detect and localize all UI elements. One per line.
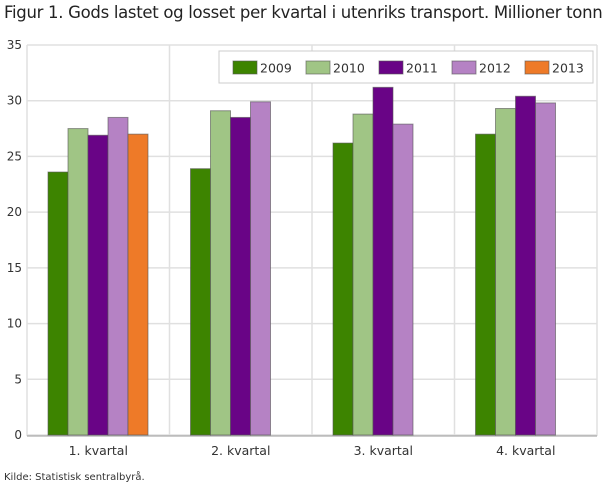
bar-2010 bbox=[495, 108, 516, 436]
bar-2012 bbox=[250, 101, 271, 436]
bar-2009 bbox=[47, 171, 69, 436]
bar-2010 bbox=[352, 113, 374, 436]
y-tick-label: 15 bbox=[7, 261, 22, 275]
x-tick-label: 2. kvartal bbox=[211, 443, 270, 458]
legend-label: 2011 bbox=[406, 61, 438, 76]
legend-swatch-2011 bbox=[378, 60, 404, 75]
bar-2009 bbox=[190, 168, 211, 436]
legend-label: 2010 bbox=[333, 61, 365, 76]
bar-2011 bbox=[515, 95, 536, 436]
chart-title: Figur 1. Gods lastet og losset per kvart… bbox=[4, 3, 603, 22]
bar-2013 bbox=[127, 133, 149, 436]
legend-swatch-2013 bbox=[524, 60, 550, 75]
x-tick-label: 1. kvartal bbox=[69, 443, 128, 458]
legend-swatch-2010 bbox=[305, 60, 331, 75]
x-tick-label: 4. kvartal bbox=[496, 443, 555, 458]
bar-2011 bbox=[87, 134, 109, 436]
legend-label: 2013 bbox=[552, 61, 584, 76]
legend-swatch-2009 bbox=[232, 60, 258, 75]
source-note: Kilde: Statistisk sentralbyrå. bbox=[4, 472, 145, 483]
bar-2011 bbox=[372, 86, 394, 436]
y-tick-label: 25 bbox=[7, 149, 22, 163]
bar-2012 bbox=[535, 102, 556, 436]
legend-swatch-2012 bbox=[451, 60, 477, 75]
x-tick-label: 3. kvartal bbox=[354, 443, 413, 458]
legend-label: 2009 bbox=[260, 61, 292, 76]
legend-label: 2012 bbox=[479, 61, 511, 76]
bar-2012 bbox=[392, 123, 414, 436]
bar-2010 bbox=[210, 110, 231, 436]
y-tick-label: 35 bbox=[7, 38, 22, 52]
bar-2009 bbox=[332, 142, 354, 436]
y-tick-label: 5 bbox=[14, 372, 22, 386]
bar-2010 bbox=[67, 128, 89, 436]
y-tick-label: 0 bbox=[14, 428, 22, 442]
bar-2011 bbox=[230, 116, 251, 436]
y-tick-label: 20 bbox=[7, 205, 22, 219]
y-tick-label: 10 bbox=[7, 317, 22, 331]
bar-2012 bbox=[107, 116, 129, 436]
bar-2009 bbox=[475, 133, 496, 436]
y-tick-label: 30 bbox=[7, 94, 22, 108]
